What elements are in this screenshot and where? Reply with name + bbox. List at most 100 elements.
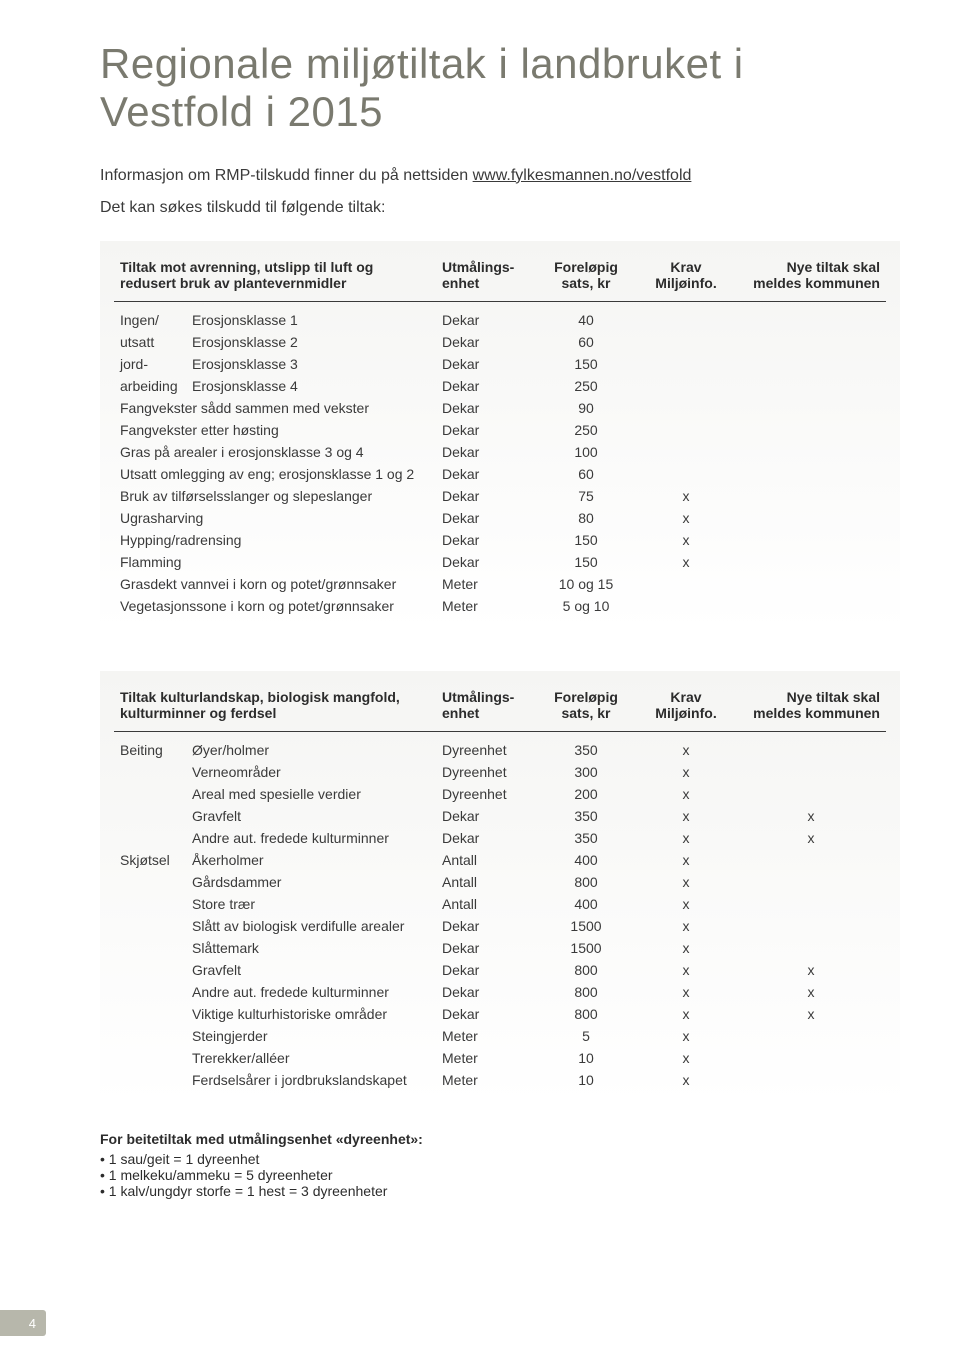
footnote-title: For beitetiltak med utmålingsenhet «dyre… bbox=[100, 1131, 900, 1147]
cell-desc: Gravfelt bbox=[186, 959, 436, 981]
cell-meld bbox=[736, 331, 886, 353]
cell-cat: Beiting bbox=[114, 731, 186, 761]
cell-rate: 400 bbox=[536, 893, 636, 915]
cell-rate: 250 bbox=[536, 419, 636, 441]
table-row: BeitingØyer/holmerDyreenhet350x bbox=[114, 731, 886, 761]
cell-cat: Skjøtsel bbox=[114, 849, 186, 871]
cell-krav: x bbox=[636, 937, 736, 959]
cell-rate: 350 bbox=[536, 827, 636, 849]
cell-cat bbox=[114, 959, 186, 981]
table-row: jord-Erosjonsklasse 3Dekar150 bbox=[114, 353, 886, 375]
intro-text: Informasjon om RMP-tilskudd finner du på… bbox=[100, 167, 473, 184]
footnotes: For beitetiltak med utmålingsenhet «dyre… bbox=[100, 1131, 900, 1199]
table-row: VerneområderDyreenhet300x bbox=[114, 761, 886, 783]
cell-cat bbox=[114, 1025, 186, 1047]
cell-cat bbox=[114, 1003, 186, 1025]
intro-line-2: Det kan søkes tilskudd til følgende tilt… bbox=[100, 199, 900, 217]
cell-krav: x bbox=[636, 1069, 736, 1091]
cell-desc: Flamming bbox=[114, 551, 436, 573]
table-row: Ferdselsårer i jordbrukslandskapetMeter1… bbox=[114, 1069, 886, 1091]
cell-desc: Gravfelt bbox=[186, 805, 436, 827]
cell-desc: Areal med spesielle verdier bbox=[186, 783, 436, 805]
cell-unit: Dyreenhet bbox=[436, 783, 536, 805]
t1-h-krav: Krav Miljøinfo. bbox=[636, 259, 736, 302]
table-row: FlammingDekar150x bbox=[114, 551, 886, 573]
cell-rate: 60 bbox=[536, 331, 636, 353]
cell-unit: Meter bbox=[436, 595, 536, 617]
cell-cat bbox=[114, 761, 186, 783]
cell-krav bbox=[636, 397, 736, 419]
h-rate-text: Foreløpig sats, kr bbox=[554, 259, 618, 291]
page-title: Regionale miljøtiltak i landbruket i Ves… bbox=[100, 40, 900, 137]
cell-desc: Andre aut. fredede kulturminner bbox=[186, 827, 436, 849]
footnote-item: 1 melkeku/ammeku = 5 dyreenheter bbox=[100, 1167, 900, 1183]
table-row: Hypping/radrensingDekar150x bbox=[114, 529, 886, 551]
cell-rate: 1500 bbox=[536, 937, 636, 959]
h-krav-text-2: Krav Miljøinfo. bbox=[655, 689, 716, 721]
cell-cat bbox=[114, 893, 186, 915]
cell-meld: x bbox=[736, 827, 886, 849]
t2-h-rate: Foreløpig sats, kr bbox=[536, 689, 636, 732]
cell-krav bbox=[636, 353, 736, 375]
cell-desc: Erosjonsklasse 1 bbox=[186, 301, 436, 331]
cell-meld: x bbox=[736, 981, 886, 1003]
cell-unit: Antall bbox=[436, 849, 536, 871]
table-1-block: Tiltak mot avrenning, utslipp til luft o… bbox=[100, 241, 900, 631]
cell-cat bbox=[114, 805, 186, 827]
cell-desc: Erosjonsklasse 4 bbox=[186, 375, 436, 397]
page-number-tab: 4 bbox=[0, 1310, 46, 1336]
cell-unit: Dekar bbox=[436, 507, 536, 529]
cell-desc: Øyer/holmer bbox=[186, 731, 436, 761]
cell-meld bbox=[736, 893, 886, 915]
h-unit-text: Utmålings- enhet bbox=[442, 259, 514, 291]
cell-rate: 150 bbox=[536, 529, 636, 551]
table-row: Gras på arealer i erosjonsklasse 3 og 4D… bbox=[114, 441, 886, 463]
cell-rate: 800 bbox=[536, 871, 636, 893]
cell-unit: Dekar bbox=[436, 301, 536, 331]
cell-unit: Dekar bbox=[436, 915, 536, 937]
cell-desc: Vegetasjonssone i korn og potet/grønnsak… bbox=[114, 595, 436, 617]
cell-meld bbox=[736, 529, 886, 551]
cell-unit: Dekar bbox=[436, 529, 536, 551]
table-row: SlåttemarkDekar1500x bbox=[114, 937, 886, 959]
cell-meld bbox=[736, 573, 886, 595]
cell-desc: Erosjonsklasse 3 bbox=[186, 353, 436, 375]
cell-desc: Steingjerder bbox=[186, 1025, 436, 1047]
cell-meld bbox=[736, 595, 886, 617]
cell-meld bbox=[736, 731, 886, 761]
cell-cat: jord- bbox=[114, 353, 186, 375]
cell-krav bbox=[636, 375, 736, 397]
h-meld-text-2: Nye tiltak skal meldes kommunen bbox=[753, 689, 880, 721]
cell-meld bbox=[736, 397, 886, 419]
cell-meld bbox=[736, 463, 886, 485]
cell-meld bbox=[736, 915, 886, 937]
table-row: Bruk av tilførselsslanger og slepeslange… bbox=[114, 485, 886, 507]
cell-desc: Erosjonsklasse 2 bbox=[186, 331, 436, 353]
intro-link[interactable]: www.fylkesmannen.no/vestfold bbox=[473, 167, 692, 184]
footnote-list: 1 sau/geit = 1 dyreenhet1 melkeku/ammeku… bbox=[100, 1151, 900, 1199]
cell-rate: 200 bbox=[536, 783, 636, 805]
table-row: GårdsdammerAntall800x bbox=[114, 871, 886, 893]
cell-cat bbox=[114, 1047, 186, 1069]
table-row: Vegetasjonssone i korn og potet/grønnsak… bbox=[114, 595, 886, 617]
cell-desc: Gras på arealer i erosjonsklasse 3 og 4 bbox=[114, 441, 436, 463]
cell-unit: Dekar bbox=[436, 551, 536, 573]
cell-rate: 800 bbox=[536, 1003, 636, 1025]
h-unit-text-2: Utmålings- enhet bbox=[442, 689, 514, 721]
cell-meld bbox=[736, 441, 886, 463]
cell-meld bbox=[736, 507, 886, 529]
h-meld-text: Nye tiltak skal meldes kommunen bbox=[753, 259, 880, 291]
cell-unit: Dekar bbox=[436, 419, 536, 441]
cell-unit: Dekar bbox=[436, 827, 536, 849]
cell-unit: Dekar bbox=[436, 1003, 536, 1025]
cell-krav: x bbox=[636, 783, 736, 805]
h-krav-text: Krav Miljøinfo. bbox=[655, 259, 716, 291]
cell-rate: 150 bbox=[536, 551, 636, 573]
table-row: Andre aut. fredede kulturminnerDekar800x… bbox=[114, 981, 886, 1003]
cell-unit: Antall bbox=[436, 871, 536, 893]
table-row: Andre aut. fredede kulturminnerDekar350 x… bbox=[114, 827, 886, 849]
cell-unit: Dekar bbox=[436, 981, 536, 1003]
cell-unit: Dekar bbox=[436, 937, 536, 959]
cell-unit: Dekar bbox=[436, 463, 536, 485]
cell-rate: 5 og 10 bbox=[536, 595, 636, 617]
